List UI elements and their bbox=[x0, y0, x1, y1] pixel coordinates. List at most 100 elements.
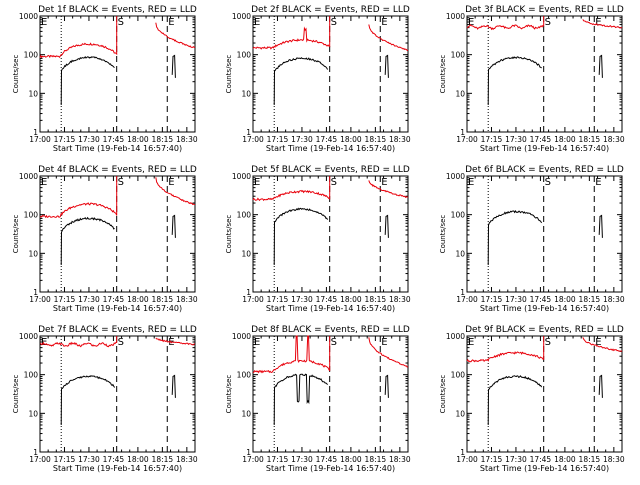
marker-letter-s: S bbox=[545, 17, 551, 28]
y-axis-label: Counts/sec bbox=[439, 375, 447, 414]
x-tick-label: 17:00 bbox=[29, 135, 51, 144]
events-series-line bbox=[273, 373, 328, 426]
plot-frame bbox=[466, 175, 623, 293]
panel-det-5: Det 5f BLACK = Events, RED = LLD 1 10 100 10… bbox=[225, 165, 411, 313]
lld-tail-line bbox=[582, 19, 623, 29]
plot-frame bbox=[252, 15, 409, 133]
lld-series-line bbox=[252, 176, 331, 202]
marker-letter-e: E bbox=[468, 177, 474, 188]
lld-tail-line bbox=[155, 337, 196, 346]
x-tick-label: 17:15 bbox=[54, 455, 76, 464]
events-tail-line bbox=[598, 54, 603, 78]
events-tail-line bbox=[171, 54, 176, 78]
plot-frame bbox=[39, 335, 196, 453]
y-tick-label: 100 bbox=[451, 371, 466, 380]
y-tick-label: 1000 bbox=[446, 12, 465, 21]
x-axis-label: Start Time (19-Feb-14 16:57:40) bbox=[53, 464, 182, 473]
y-tick-label: 1 bbox=[33, 288, 38, 297]
y-tick-label: 10 bbox=[241, 409, 251, 418]
events-series-line bbox=[487, 210, 543, 266]
lld-series-line bbox=[39, 16, 118, 59]
plot-frame bbox=[39, 15, 196, 133]
y-tick-label: 100 bbox=[237, 371, 252, 380]
x-tick-label: 18:30 bbox=[389, 135, 411, 144]
y-tick-label: 100 bbox=[451, 211, 466, 220]
panel-title: Det 6f BLACK = Events, RED = LLD bbox=[465, 165, 624, 175]
panel-det-8: Det 8f BLACK = Events, RED = LLD 1 10 100 10… bbox=[225, 325, 411, 473]
y-axis-label: Counts/sec bbox=[12, 55, 20, 94]
panel-det-4: Det 4f BLACK = Events, RED = LLD 1 10 100 10… bbox=[12, 165, 198, 313]
x-tick-label: 18:00 bbox=[554, 455, 576, 464]
y-tick-label: 1 bbox=[460, 288, 465, 297]
x-axis-label: Start Time (19-Feb-14 16:57:40) bbox=[266, 144, 395, 153]
y-axis-label: Counts/sec bbox=[439, 215, 447, 254]
x-tick-label: 17:15 bbox=[481, 295, 503, 304]
x-tick-label: 17:15 bbox=[54, 295, 76, 304]
events-tail-line bbox=[384, 374, 389, 398]
x-tick-label: 17:00 bbox=[456, 295, 478, 304]
marker-letter-e: E bbox=[381, 17, 387, 28]
x-tick-label: 18:30 bbox=[389, 295, 411, 304]
events-tail-line bbox=[598, 374, 603, 398]
y-tick-label: 1 bbox=[246, 448, 251, 457]
events-tail-line bbox=[384, 214, 389, 238]
marker-letter-e: E bbox=[254, 17, 260, 28]
x-tick-label: 18:00 bbox=[127, 295, 149, 304]
panel-title: Det 5f BLACK = Events, RED = LLD bbox=[251, 165, 410, 175]
x-tick-label: 18:15 bbox=[365, 455, 387, 464]
y-axis-label: Counts/sec bbox=[225, 215, 233, 254]
panel-title: Det 9f BLACK = Events, RED = LLD bbox=[465, 325, 624, 335]
x-axis-label: Start Time (19-Feb-14 16:57:40) bbox=[480, 304, 609, 313]
x-tick-label: 17:30 bbox=[291, 455, 313, 464]
events-tail-line bbox=[171, 214, 176, 238]
x-tick-label: 17:30 bbox=[78, 295, 100, 304]
x-tick-label: 17:00 bbox=[29, 295, 51, 304]
x-tick-label: 17:45 bbox=[103, 295, 125, 304]
x-tick-label: 17:00 bbox=[242, 295, 264, 304]
marker-letter-e: E bbox=[381, 177, 387, 188]
panel-title: Det 7f BLACK = Events, RED = LLD bbox=[38, 325, 197, 335]
plot-frame bbox=[466, 335, 623, 453]
panel-det-9: Det 9f BLACK = Events, RED = LLD 1 10 100 10… bbox=[439, 325, 625, 473]
x-axis-label: Start Time (19-Feb-14 16:57:40) bbox=[53, 144, 182, 153]
x-tick-label: 17:45 bbox=[530, 295, 552, 304]
y-tick-label: 100 bbox=[24, 51, 39, 60]
lld-tail-line bbox=[582, 337, 623, 352]
panel-title: Det 3f BLACK = Events, RED = LLD bbox=[465, 5, 624, 15]
x-tick-label: 17:45 bbox=[316, 455, 338, 464]
marker-letter-e: E bbox=[595, 17, 601, 28]
x-tick-label: 18:30 bbox=[176, 135, 198, 144]
events-tail-line bbox=[598, 214, 603, 238]
y-tick-label: 1000 bbox=[232, 332, 251, 341]
x-axis-label: Start Time (19-Feb-14 16:57:40) bbox=[266, 304, 395, 313]
events-series-line bbox=[60, 55, 115, 106]
y-tick-label: 1 bbox=[246, 288, 251, 297]
marker-letter-s: S bbox=[118, 17, 124, 28]
events-tail-line bbox=[171, 374, 176, 398]
y-tick-label: 100 bbox=[451, 51, 466, 60]
marker-letter-e: E bbox=[595, 177, 601, 188]
y-tick-label: 100 bbox=[237, 51, 252, 60]
marker-letter-e: E bbox=[468, 337, 474, 348]
marker-letter-e: E bbox=[41, 337, 47, 348]
x-tick-label: 17:30 bbox=[505, 295, 527, 304]
marker-letter-e: E bbox=[468, 17, 474, 28]
events-series-line bbox=[60, 216, 115, 266]
marker-letter-s: S bbox=[118, 177, 124, 188]
x-tick-label: 18:00 bbox=[340, 455, 362, 464]
x-tick-label: 18:15 bbox=[152, 295, 174, 304]
marker-letter-e: E bbox=[254, 177, 260, 188]
y-axis-label: Counts/sec bbox=[12, 375, 20, 414]
x-axis-label: Start Time (19-Feb-14 16:57:40) bbox=[266, 464, 395, 473]
y-tick-label: 1000 bbox=[19, 172, 38, 181]
marker-letter-e: E bbox=[595, 337, 601, 348]
marker-letter-s: S bbox=[331, 17, 337, 28]
panel-det-2: Det 2f BLACK = Events, RED = LLD 1 10 100 10… bbox=[225, 5, 411, 153]
y-tick-label: 1000 bbox=[446, 332, 465, 341]
events-series-line bbox=[487, 375, 543, 426]
x-tick-label: 17:00 bbox=[456, 135, 478, 144]
panel-det-7: Det 7f BLACK = Events, RED = LLD 1 10 100 10… bbox=[12, 325, 198, 473]
x-tick-label: 18:15 bbox=[579, 455, 601, 464]
